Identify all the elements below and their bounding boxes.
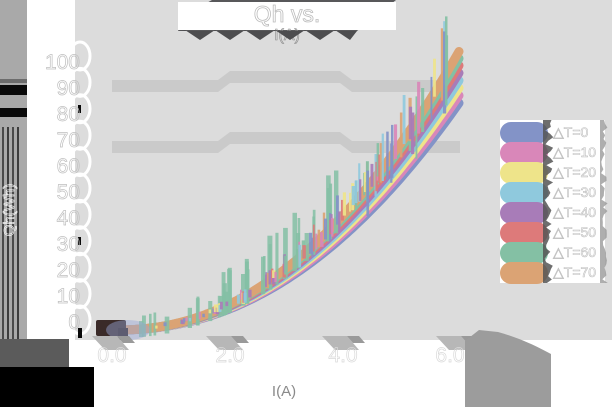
svg-text:90: 90 bbox=[57, 77, 80, 100]
svg-text:40: 40 bbox=[57, 207, 80, 230]
svg-text:50: 50 bbox=[57, 181, 80, 204]
svg-text:0.0: 0.0 bbox=[97, 344, 126, 367]
svg-text:Qh(Wh): Qh(Wh) bbox=[1, 184, 18, 237]
svg-text:△T=50: △T=50 bbox=[553, 224, 596, 240]
svg-text:60: 60 bbox=[57, 155, 80, 178]
svg-text:10: 10 bbox=[57, 285, 80, 308]
svg-text:Qh vs.: Qh vs. bbox=[254, 1, 320, 27]
svg-text:△T=40: △T=40 bbox=[553, 204, 596, 220]
svg-text:2.0: 2.0 bbox=[215, 344, 244, 367]
svg-text:100: 100 bbox=[45, 51, 80, 74]
svg-text:△T=60: △T=60 bbox=[553, 244, 596, 260]
svg-text:0: 0 bbox=[68, 311, 80, 334]
svg-text:△T=70: △T=70 bbox=[553, 264, 596, 280]
svg-text:6.0: 6.0 bbox=[435, 344, 464, 367]
svg-text:4.0: 4.0 bbox=[328, 344, 357, 367]
svg-text:70: 70 bbox=[57, 129, 80, 152]
svg-text:△T=0: △T=0 bbox=[553, 124, 588, 140]
svg-text:△T=10: △T=10 bbox=[553, 144, 596, 160]
svg-text:△T=20: △T=20 bbox=[553, 164, 596, 180]
svg-text:20: 20 bbox=[57, 259, 80, 282]
svg-text:80: 80 bbox=[57, 103, 80, 126]
svg-text:I(A): I(A) bbox=[272, 383, 296, 400]
svg-text:30: 30 bbox=[57, 233, 80, 256]
svg-text:△T=30: △T=30 bbox=[553, 184, 596, 200]
